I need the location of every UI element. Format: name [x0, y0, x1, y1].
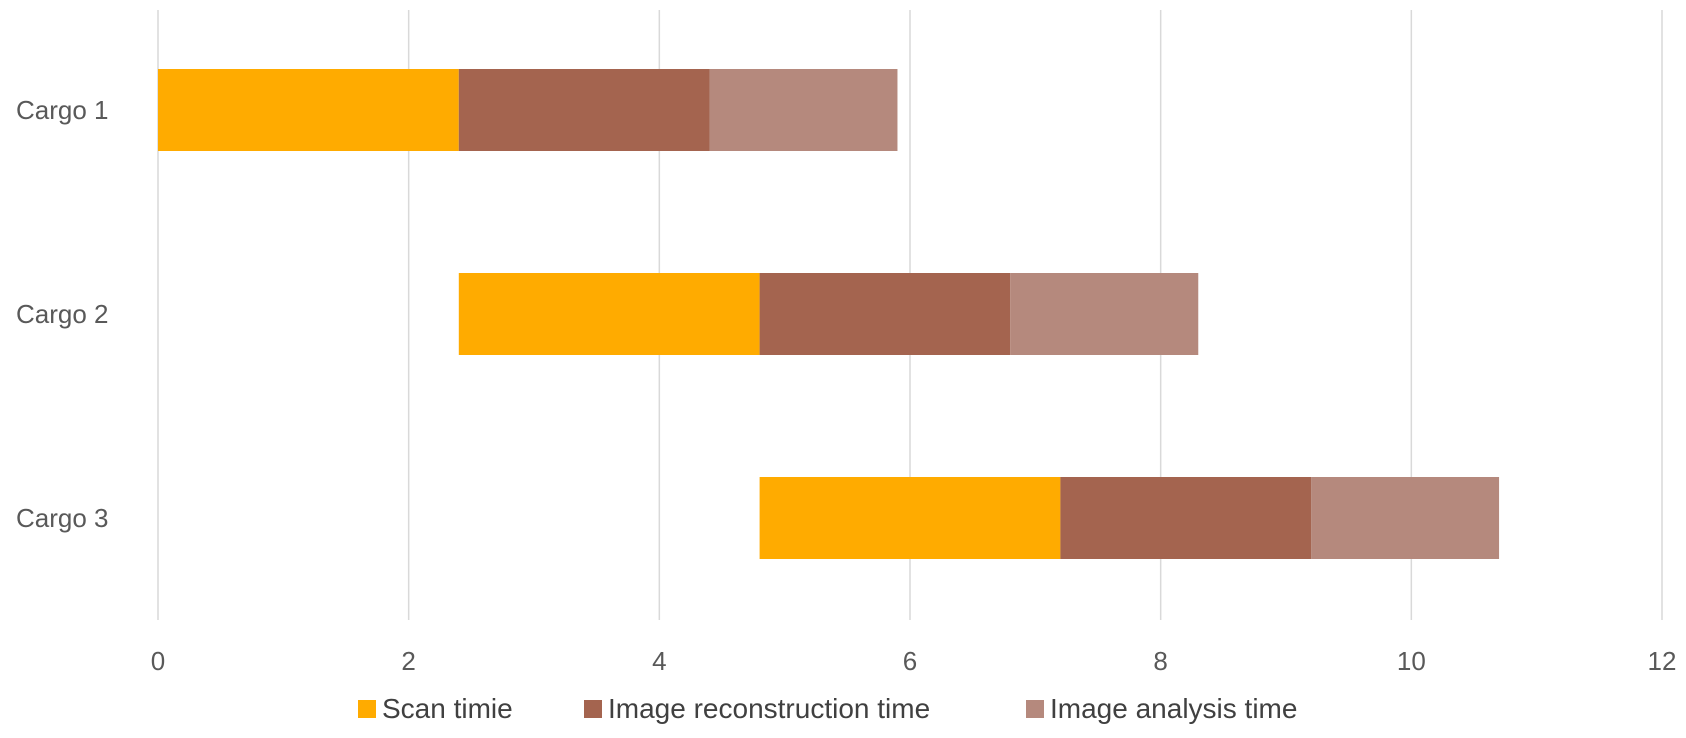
bar-cargo-3-series-0: [759, 477, 1061, 559]
legend-label-2: Image analysis time: [1050, 693, 1297, 724]
bars: [158, 69, 1500, 559]
bar-cargo-2-series-2: [1010, 273, 1199, 355]
legend-swatch-2: [1026, 700, 1044, 718]
x-axis-ticks: 0 2 4 6 8 10 12: [151, 646, 1677, 676]
legend: Scan timie Image reconstruction time Image…: [358, 693, 1297, 724]
category-label: Cargo 3: [16, 503, 109, 533]
x-tick-label: 12: [1648, 646, 1677, 676]
x-tick-label: 4: [652, 646, 666, 676]
bar-cargo-1-series-2: [709, 69, 898, 151]
legend-swatch-0: [358, 700, 376, 718]
bar-cargo-2-series-0: [458, 273, 760, 355]
y-axis-categories: Cargo 1 Cargo 2 Cargo 3: [16, 95, 109, 533]
legend-label-1: Image reconstruction time: [608, 693, 930, 724]
bar-cargo-2-series-1: [759, 273, 1011, 355]
bar-cargo-3-series-1: [1060, 477, 1312, 559]
x-tick-label: 0: [151, 646, 165, 676]
x-tick-label: 2: [401, 646, 415, 676]
bar-cargo-1-series-1: [458, 69, 710, 151]
bar-cargo-1-series-0: [158, 69, 459, 151]
x-tick-label: 6: [903, 646, 917, 676]
legend-swatch-1: [584, 700, 602, 718]
category-label: Cargo 2: [16, 299, 109, 329]
bar-cargo-3-series-2: [1311, 477, 1500, 559]
x-tick-label: 10: [1397, 646, 1426, 676]
x-tick-label: 8: [1153, 646, 1167, 676]
category-label: Cargo 1: [16, 95, 109, 125]
legend-label-0: Scan timie: [382, 693, 513, 724]
